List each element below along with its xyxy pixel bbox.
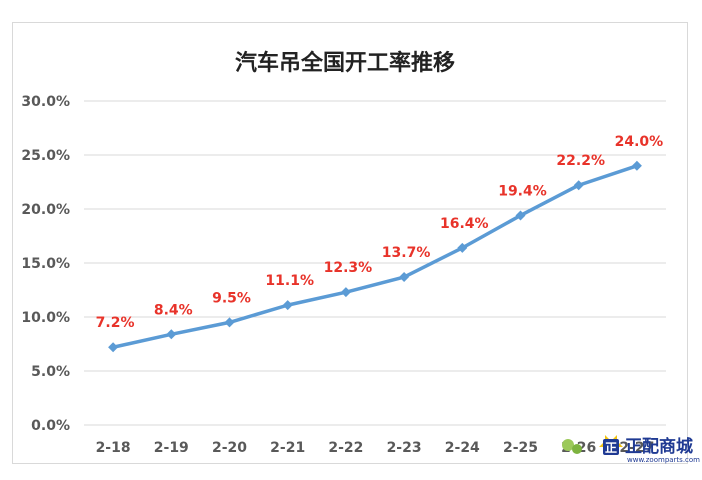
- wechat-icon-bubble-2: [572, 444, 582, 454]
- y-tick-label: 5.0%: [31, 364, 70, 380]
- data-labels: 7.2% 8.4% 9.5% 11.1% 12.3% 13.7% 16.4% 19.4% 22.…: [96, 134, 664, 331]
- data-label: 22.2%: [556, 153, 605, 169]
- y-tick-label: 15.0%: [21, 256, 70, 272]
- data-label: 19.4%: [498, 183, 547, 199]
- x-tick-label: 2-18: [96, 440, 131, 456]
- x-tick-label: 2-21: [270, 440, 305, 456]
- x-tick-label: 2-19: [154, 440, 189, 456]
- data-point-marker: [108, 342, 119, 353]
- data-label: 9.5%: [212, 290, 251, 306]
- data-point-marker: [224, 317, 235, 328]
- chart-title: 汽车吊全国开工率推移: [235, 50, 455, 76]
- x-tick-label: 2-23: [387, 440, 422, 456]
- x-axis-ticks: 2-182-192-202-212-222-232-242-252-262-27: [96, 440, 655, 456]
- watermark-url: www.zoomparts.com: [627, 456, 700, 464]
- x-tick-label: 2-24: [445, 440, 480, 456]
- x-tick-label: 2-22: [328, 440, 363, 456]
- data-point-marker: [166, 329, 177, 340]
- chart-frame: [12, 22, 688, 464]
- x-tick-label: 2-20: [212, 440, 247, 456]
- data-point-marker: [515, 210, 526, 221]
- data-point-marker: [399, 272, 410, 283]
- data-point-marker: [631, 160, 642, 171]
- y-tick-label: 25.0%: [21, 148, 70, 164]
- zoomparts-logo-icon: 正: [599, 435, 623, 455]
- watermark: 正 正配商城 www.zoomparts.com: [562, 435, 700, 464]
- series-group: [108, 160, 642, 353]
- data-label: 13.7%: [382, 245, 431, 261]
- gridlines: [84, 100, 666, 426]
- data-label: 12.3%: [324, 260, 373, 276]
- y-axis-ticks: 0.0% 5.0% 10.0% 15.0% 20.0% 25.0% 30.0%: [21, 94, 70, 434]
- x-tick-label: 2-25: [503, 440, 538, 456]
- data-label: 7.2%: [96, 315, 135, 331]
- y-tick-label: 30.0%: [21, 94, 70, 110]
- watermark-brand: 正配商城: [625, 436, 693, 457]
- data-point-marker: [573, 180, 584, 191]
- y-tick-label: 0.0%: [31, 418, 70, 434]
- data-label: 24.0%: [615, 134, 664, 150]
- data-point-marker: [282, 300, 293, 311]
- data-label: 16.4%: [440, 216, 489, 232]
- wechat-icon-bubble-1: [562, 439, 574, 451]
- logo-char: 正: [605, 441, 617, 455]
- y-tick-label: 10.0%: [21, 310, 70, 326]
- y-tick-label: 20.0%: [21, 202, 70, 218]
- data-label: 11.1%: [265, 273, 314, 289]
- series-line: [111, 164, 639, 349]
- data-point-marker: [457, 242, 468, 253]
- data-label: 8.4%: [154, 302, 193, 318]
- x-tick-label: 2-27: [619, 440, 654, 456]
- data-point-marker: [340, 287, 351, 298]
